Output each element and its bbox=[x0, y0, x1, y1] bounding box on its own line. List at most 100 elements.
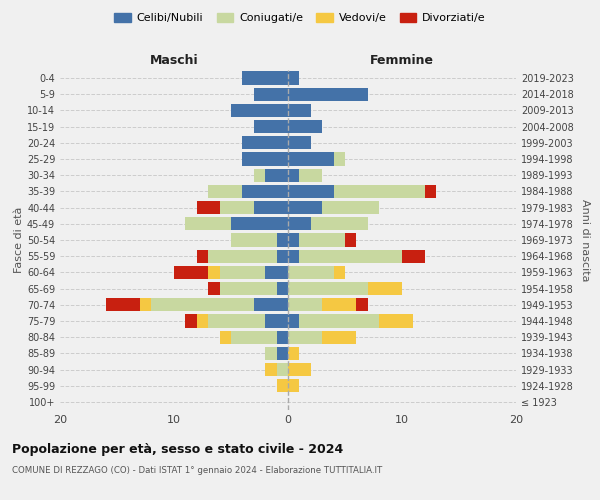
Bar bbox=[265, 363, 288, 376]
Bar bbox=[185, 217, 288, 230]
Bar bbox=[208, 250, 288, 263]
Bar bbox=[288, 330, 356, 344]
Bar bbox=[208, 185, 288, 198]
Bar bbox=[288, 201, 379, 214]
Bar bbox=[288, 168, 299, 182]
Bar bbox=[254, 120, 288, 134]
Bar bbox=[288, 168, 322, 182]
Bar bbox=[288, 330, 322, 344]
Bar bbox=[277, 379, 288, 392]
Bar bbox=[231, 104, 288, 117]
Bar bbox=[254, 120, 288, 134]
Bar bbox=[288, 217, 368, 230]
Bar bbox=[288, 234, 345, 246]
Bar bbox=[288, 104, 311, 117]
Bar bbox=[288, 234, 345, 246]
Bar bbox=[288, 104, 311, 117]
Bar bbox=[185, 217, 288, 230]
Bar bbox=[254, 120, 288, 134]
Bar bbox=[288, 201, 322, 214]
Bar bbox=[288, 250, 402, 263]
Bar bbox=[208, 314, 288, 328]
Bar bbox=[208, 185, 288, 198]
Bar bbox=[277, 282, 288, 295]
Bar bbox=[288, 152, 345, 166]
Bar bbox=[288, 330, 356, 344]
Bar bbox=[288, 250, 299, 263]
Bar bbox=[288, 363, 311, 376]
Bar bbox=[242, 72, 288, 85]
Bar bbox=[288, 136, 311, 149]
Bar bbox=[242, 152, 288, 166]
Bar bbox=[288, 217, 368, 230]
Bar bbox=[254, 168, 288, 182]
Bar bbox=[242, 72, 288, 85]
Bar bbox=[288, 152, 345, 166]
Bar bbox=[242, 152, 288, 166]
Bar bbox=[197, 250, 288, 263]
Bar bbox=[288, 266, 345, 279]
Bar bbox=[265, 346, 288, 360]
Bar bbox=[254, 88, 288, 101]
Bar bbox=[288, 234, 356, 246]
Bar bbox=[288, 185, 425, 198]
Bar bbox=[288, 168, 322, 182]
Bar bbox=[220, 330, 288, 344]
Bar bbox=[242, 152, 288, 166]
Bar bbox=[254, 88, 288, 101]
Bar bbox=[220, 266, 288, 279]
Bar bbox=[288, 136, 311, 149]
Bar bbox=[288, 88, 368, 101]
Bar bbox=[288, 282, 402, 295]
Text: Popolazione per età, sesso e stato civile - 2024: Popolazione per età, sesso e stato civil… bbox=[12, 442, 343, 456]
Bar bbox=[242, 136, 288, 149]
Bar bbox=[254, 168, 288, 182]
Bar bbox=[220, 330, 288, 344]
Bar bbox=[288, 72, 299, 85]
Bar bbox=[277, 250, 288, 263]
Y-axis label: Fasce di età: Fasce di età bbox=[14, 207, 24, 273]
Bar bbox=[288, 298, 356, 312]
Bar bbox=[265, 266, 288, 279]
Bar bbox=[288, 168, 322, 182]
Bar bbox=[288, 201, 379, 214]
Bar bbox=[208, 185, 288, 198]
Bar bbox=[288, 363, 311, 376]
Bar bbox=[288, 282, 368, 295]
Bar bbox=[231, 234, 288, 246]
Bar bbox=[288, 88, 368, 101]
Bar bbox=[208, 282, 288, 295]
Bar bbox=[265, 346, 288, 360]
Bar bbox=[265, 168, 288, 182]
Bar bbox=[231, 234, 288, 246]
Bar bbox=[242, 136, 288, 149]
Bar bbox=[277, 363, 288, 376]
Bar bbox=[254, 168, 288, 182]
Text: COMUNE DI REZZAGO (CO) - Dati ISTAT 1° gennaio 2024 - Elaborazione TUTTITALIA.IT: COMUNE DI REZZAGO (CO) - Dati ISTAT 1° g… bbox=[12, 466, 382, 475]
Bar bbox=[288, 152, 334, 166]
Bar bbox=[254, 120, 288, 134]
Bar bbox=[288, 136, 311, 149]
Bar bbox=[254, 201, 288, 214]
Bar bbox=[288, 72, 299, 85]
Bar bbox=[242, 72, 288, 85]
Bar bbox=[265, 346, 288, 360]
Bar bbox=[288, 379, 299, 392]
Bar bbox=[288, 120, 322, 134]
Bar bbox=[288, 217, 368, 230]
Bar bbox=[231, 217, 288, 230]
Bar bbox=[220, 282, 288, 295]
Legend: Celibi/Nubili, Coniugati/e, Vedovi/e, Divorziati/e: Celibi/Nubili, Coniugati/e, Vedovi/e, Di… bbox=[110, 8, 490, 28]
Bar bbox=[242, 152, 288, 166]
Text: Maschi: Maschi bbox=[149, 54, 199, 68]
Bar bbox=[288, 104, 311, 117]
Bar bbox=[220, 201, 288, 214]
Bar bbox=[277, 346, 288, 360]
Bar bbox=[288, 346, 299, 360]
Bar bbox=[288, 266, 345, 279]
Bar bbox=[277, 234, 288, 246]
Bar bbox=[288, 314, 413, 328]
Bar bbox=[288, 298, 368, 312]
Bar bbox=[242, 136, 288, 149]
Bar bbox=[265, 314, 288, 328]
